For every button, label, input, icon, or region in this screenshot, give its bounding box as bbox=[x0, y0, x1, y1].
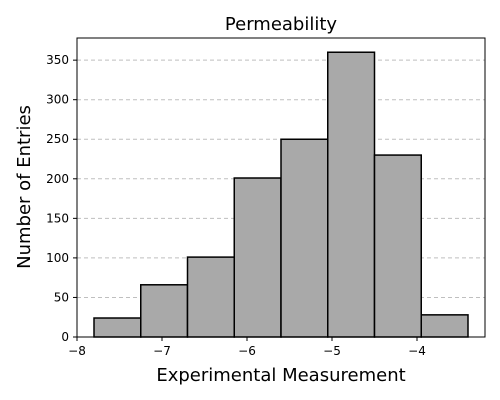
histogram-bar bbox=[280, 138, 329, 338]
y-tick-label: 50 bbox=[54, 290, 69, 304]
x-axis-ticks: −8 −7 −6 −5 −4 bbox=[68, 337, 426, 358]
x-tick-label: −8 bbox=[68, 344, 86, 358]
y-tick-label: 0 bbox=[61, 330, 69, 344]
histogram-bar bbox=[233, 177, 282, 338]
x-tick-label: −5 bbox=[323, 344, 341, 358]
histogram-bars bbox=[93, 51, 469, 338]
y-tick-label: 300 bbox=[46, 93, 69, 107]
x-tick-label: −4 bbox=[408, 344, 426, 358]
y-axis-title: Number of Entries bbox=[14, 105, 35, 269]
plot-frame bbox=[76, 37, 486, 338]
y-tick-label: 250 bbox=[46, 132, 69, 146]
y-tick-label: 150 bbox=[46, 211, 69, 225]
histogram-bar bbox=[186, 256, 235, 338]
x-tick-label: −6 bbox=[238, 344, 256, 358]
y-tick-label: 350 bbox=[46, 53, 69, 67]
histogram-bar bbox=[93, 317, 142, 338]
histogram-bar bbox=[420, 314, 469, 338]
histogram-bar bbox=[373, 154, 422, 338]
x-axis-title: Experimental Measurement bbox=[156, 365, 405, 386]
x-tick-label: −7 bbox=[153, 344, 171, 358]
y-axis-ticks: 0 50 100 150 200 250 300 350 bbox=[46, 53, 77, 344]
y-tick-label: 200 bbox=[46, 172, 69, 186]
histogram-bar bbox=[327, 51, 376, 338]
y-tick-label: 100 bbox=[46, 251, 69, 265]
chart-title: Permeability bbox=[225, 14, 337, 35]
histogram-bar bbox=[140, 284, 189, 338]
